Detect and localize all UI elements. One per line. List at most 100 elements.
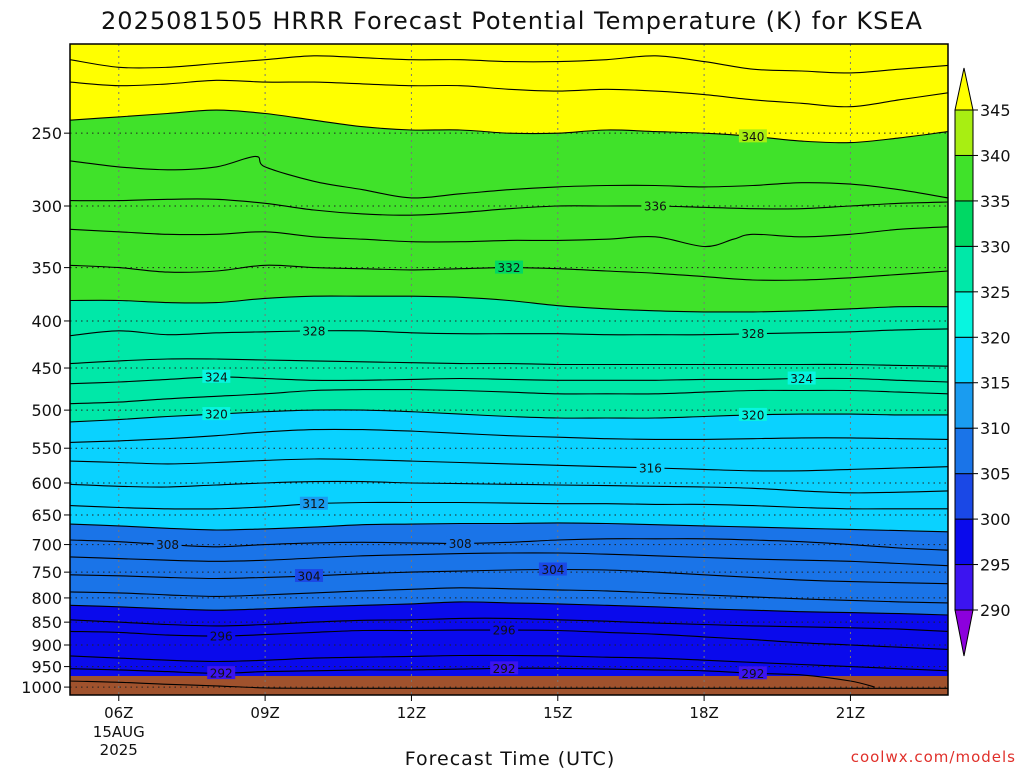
colorbar-seg-330 (954, 200, 974, 247)
contour-label-bg-316 (636, 460, 665, 474)
contour-label-bg-296 (490, 623, 519, 637)
contour-label-bg-320 (738, 407, 767, 421)
colorbar-label-315: 315 (980, 374, 1011, 393)
colorbar-label-330: 330 (980, 237, 1011, 256)
ytick-label-650: 650 (31, 506, 62, 525)
colorbar-seg-335 (954, 154, 974, 202)
colorbar: 290 295 300 305 310 315 320 325 330 335 340 345 (954, 67, 1011, 657)
contour-label-bg-312 (299, 496, 328, 510)
contour-label-bg-292 (490, 661, 519, 675)
xtick-label-09Z: 09Z (250, 704, 279, 722)
contour-label-296: 296 (493, 624, 516, 638)
ytick-label-500: 500 (31, 401, 62, 420)
contour-label-bg-308 (446, 536, 475, 550)
xtick-label-06Z: 06Z (104, 704, 133, 722)
contour-label-292: 292 (741, 667, 764, 681)
contour-label-bg-308 (153, 537, 182, 551)
contour-308 (70, 538, 948, 551)
contour-label-292: 292 (493, 662, 516, 676)
ytick-label-700: 700 (31, 536, 62, 555)
colorbar-seg-325 (954, 245, 974, 293)
contour-344 (70, 55, 948, 74)
ytick-label-800: 800 (31, 589, 62, 608)
contour-label-bg-292 (738, 666, 767, 680)
ytick-label-250: 250 (31, 124, 62, 143)
contour-338 (70, 155, 948, 199)
contour-label-bg-304 (538, 562, 567, 576)
gridlines (70, 44, 948, 695)
contour-label-324: 324 (205, 370, 228, 384)
contour-306 (70, 552, 948, 567)
colorbar-under (954, 609, 974, 657)
contour-label-336: 336 (644, 200, 667, 214)
contour-label-bg-296 (207, 628, 236, 642)
colorbar-label-320: 320 (980, 328, 1011, 347)
contour-label-bg-320 (202, 407, 231, 421)
contour-label-324: 324 (790, 372, 813, 386)
colorbar-seg-305 (954, 427, 974, 475)
contour-300 (70, 601, 948, 616)
ytick-label-1000: 1000 (21, 678, 62, 697)
contour-label-bg-332 (495, 260, 523, 274)
contour-326 (70, 358, 948, 367)
contour-label-320: 320 (205, 408, 228, 422)
contour-label-304: 304 (298, 570, 321, 584)
contour-314 (70, 480, 948, 494)
colorbar-seg-315 (954, 336, 974, 384)
colorbar-over (954, 67, 974, 111)
colorbar-seg-295 (954, 518, 974, 566)
contour-322 (70, 388, 948, 405)
contour-340 (70, 109, 948, 144)
ytick-label-400: 400 (31, 312, 62, 331)
contour-336 (70, 198, 948, 216)
contour-334 (70, 226, 948, 248)
contour-298 (70, 617, 948, 632)
colorbar-label-345: 345 (980, 101, 1011, 120)
contour-label-bg-292 (207, 666, 236, 680)
colorbar-label-335: 335 (980, 192, 1011, 211)
contour-294 (70, 654, 948, 672)
ytick-label-900: 900 (31, 636, 62, 655)
credit-link[interactable]: coolwx.com/models (851, 748, 1016, 766)
contour-label-bg-324 (787, 371, 816, 385)
contour-label-308: 308 (156, 538, 179, 552)
contour-label-296: 296 (210, 629, 233, 643)
colorbar-label-300: 300 (980, 510, 1011, 529)
colorbar-label-305: 305 (980, 465, 1011, 484)
contour-342 (70, 79, 948, 108)
colorbar-label-295: 295 (980, 556, 1011, 575)
contour-label-316: 316 (639, 461, 662, 475)
contour-318 (70, 428, 948, 443)
contour-label-332: 332 (498, 261, 521, 275)
ytick-label-350: 350 (31, 259, 62, 278)
ytick-label-450: 450 (31, 359, 62, 378)
ytick-label-950: 950 (31, 658, 62, 677)
xtick-label-21Z: 21Z (836, 704, 865, 722)
colorbar-label-310: 310 (980, 419, 1011, 438)
ytick-label-550: 550 (31, 439, 62, 458)
xtick-label-18Z: 18Z (689, 704, 718, 722)
contour-label-bg-328 (738, 326, 767, 340)
colorbar-label-325: 325 (980, 283, 1011, 302)
xtick-label-15Z: 15Z (543, 704, 572, 722)
contour-304 (70, 568, 948, 585)
contour-label-328: 328 (302, 324, 325, 338)
colorbar-seg-290 (954, 564, 974, 611)
contour-302 (70, 587, 948, 604)
ytick-label-850: 850 (31, 613, 62, 632)
terrain-ground (70, 676, 948, 695)
colorbar-seg-320 (954, 291, 974, 338)
contour-label-304: 304 (541, 563, 564, 577)
contour-290 (70, 680, 948, 689)
contour-label-328: 328 (741, 327, 764, 341)
contour-330 (70, 295, 948, 313)
colorbar-seg-300 (954, 473, 974, 520)
ytick-label-300: 300 (31, 197, 62, 216)
xtick-sublabel-15AUG: 15AUG (93, 723, 145, 741)
contour-label-bg-328 (299, 323, 328, 337)
xtick-label-12Z: 12Z (397, 704, 426, 722)
colorbar-seg-340 (954, 109, 974, 156)
x-axis-title: Forecast Time (UTC) (405, 748, 615, 768)
